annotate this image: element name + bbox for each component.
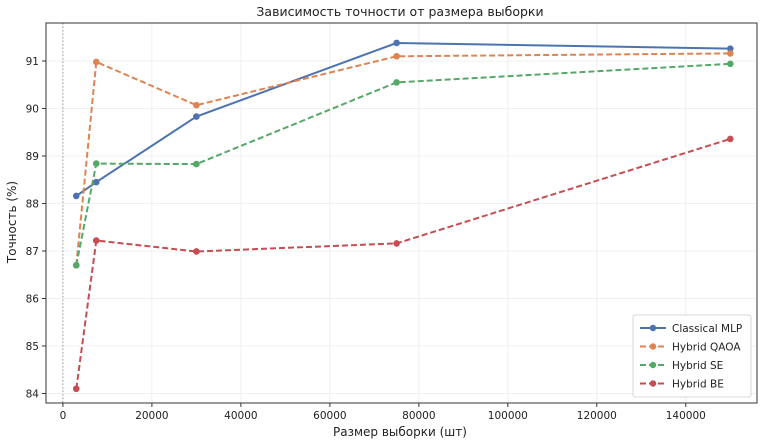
- axes-frame: [45, 22, 758, 404]
- legend-marker: [649, 324, 657, 332]
- series-line: [75, 137, 731, 389]
- data-point: [393, 240, 400, 247]
- legend: Classical MLP Hybrid QAOA Hybrid SE Hybrid …: [632, 314, 752, 398]
- data-point: [727, 50, 734, 57]
- legend-marker: [649, 361, 657, 369]
- series-group: [72, 135, 734, 393]
- y-tick-label: 84: [26, 389, 40, 401]
- legend-label: Hybrid QAOA: [672, 342, 741, 354]
- data-point: [92, 160, 100, 167]
- x-tick-label: 100000: [488, 410, 528, 422]
- y-tick-label: 90: [26, 104, 39, 116]
- y-axis-label: Точность (%): [5, 181, 19, 264]
- data-point: [193, 248, 200, 255]
- y-tick-label: 87: [26, 246, 39, 258]
- y-tick-label: 89: [26, 151, 39, 163]
- legend-item: Hybrid QAOA: [640, 342, 741, 354]
- x-tick-label: 0: [60, 410, 67, 422]
- data-point: [72, 385, 80, 393]
- chart-title: Зависимость точности от размера выборки: [256, 4, 543, 19]
- data-point: [193, 113, 200, 120]
- data-point: [193, 101, 200, 109]
- legend-label: Classical MLP: [672, 323, 742, 335]
- x-tick-label: 20000: [135, 410, 168, 422]
- y-tick-label: 88: [26, 199, 39, 211]
- series-line: [75, 52, 731, 266]
- x-tick-label: 40000: [224, 410, 257, 422]
- legend-label: Hybrid BE: [672, 379, 724, 391]
- y-tick-label: 91: [26, 56, 39, 68]
- legend-box: [632, 314, 752, 398]
- legend-marker: [649, 343, 657, 350]
- legend-label: Hybrid SE: [672, 360, 723, 372]
- x-tick-label: 80000: [402, 410, 435, 422]
- data-point: [92, 237, 100, 244]
- x-axis-label: Размер выборки (шт): [333, 425, 467, 439]
- series-group: [72, 60, 734, 269]
- x-tick-label: 60000: [313, 410, 346, 422]
- data-point: [727, 60, 734, 68]
- data-point: [193, 160, 200, 168]
- legend-item: Hybrid SE: [640, 360, 723, 372]
- y-tick-label: 85: [26, 341, 39, 353]
- legend-marker: [649, 380, 657, 387]
- legend-item: Classical MLP: [640, 323, 742, 335]
- data-point: [72, 261, 80, 269]
- data-point: [727, 135, 734, 143]
- data-point: [393, 79, 400, 86]
- data-point: [393, 52, 400, 60]
- x-tick-label: 120000: [577, 410, 617, 422]
- legend-item: Hybrid BE: [640, 379, 724, 391]
- series-group: [72, 39, 734, 200]
- data-point: [393, 39, 400, 47]
- data-point: [92, 178, 100, 186]
- x-tick-label: 140000: [666, 410, 706, 422]
- data-point: [92, 58, 100, 66]
- y-tick-label: 86: [26, 294, 40, 306]
- data-point: [72, 192, 80, 200]
- data-point: [727, 45, 734, 52]
